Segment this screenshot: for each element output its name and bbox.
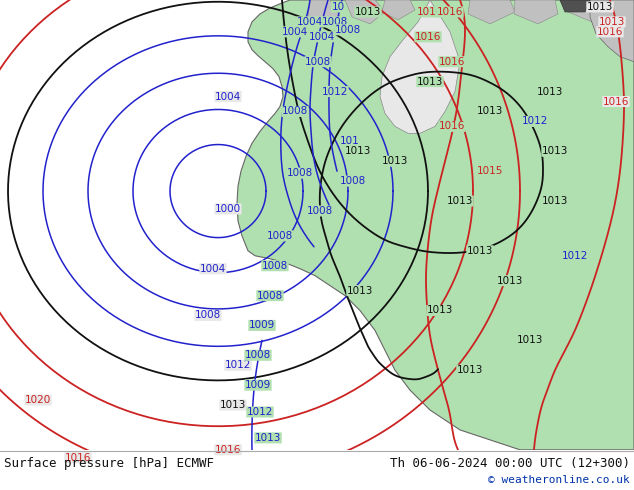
Text: 1020: 1020 [25, 395, 51, 405]
Text: Th 06-06-2024 00:00 UTC (12+300): Th 06-06-2024 00:00 UTC (12+300) [390, 457, 630, 470]
Text: 1013: 1013 [587, 2, 613, 12]
Text: 1013: 1013 [542, 196, 568, 206]
Text: 1008: 1008 [262, 261, 288, 270]
Text: 1013: 1013 [382, 156, 408, 166]
Text: 1008: 1008 [287, 168, 313, 178]
Text: 1013: 1013 [345, 147, 371, 156]
Text: 1013: 1013 [537, 87, 563, 97]
Polygon shape [514, 0, 558, 24]
Text: 1008: 1008 [257, 291, 283, 300]
Text: 1012: 1012 [247, 407, 273, 417]
Text: 1008: 1008 [340, 176, 366, 186]
Text: 1013: 1013 [457, 365, 483, 375]
Polygon shape [382, 0, 415, 20]
Text: 1016: 1016 [437, 7, 463, 17]
Text: 1004: 1004 [282, 27, 308, 37]
Text: 1008: 1008 [307, 206, 333, 216]
Polygon shape [568, 0, 614, 22]
Text: 1013: 1013 [447, 196, 473, 206]
Polygon shape [590, 0, 634, 62]
Text: 1012: 1012 [562, 251, 588, 261]
Text: 1012: 1012 [322, 87, 348, 97]
Text: 1004: 1004 [297, 17, 323, 27]
Polygon shape [237, 0, 634, 450]
Text: 1004: 1004 [200, 264, 226, 274]
Text: 1013: 1013 [497, 276, 523, 286]
Polygon shape [380, 0, 460, 133]
Text: 1016: 1016 [603, 97, 629, 106]
Text: 1013: 1013 [598, 17, 625, 27]
Text: 1013: 1013 [255, 433, 281, 443]
Text: 1016: 1016 [415, 32, 441, 42]
Text: 1004: 1004 [215, 92, 241, 101]
Text: 1008: 1008 [282, 106, 308, 117]
Text: 1016: 1016 [215, 445, 241, 455]
Text: 1013: 1013 [347, 286, 373, 295]
Text: 1009: 1009 [245, 380, 271, 390]
Text: 1016: 1016 [65, 453, 91, 463]
Text: 1016: 1016 [417, 7, 443, 17]
Polygon shape [468, 0, 515, 24]
Polygon shape [308, 0, 340, 27]
Text: 1016: 1016 [439, 57, 465, 67]
Text: 1013: 1013 [355, 7, 381, 17]
Text: © weatheronline.co.uk: © weatheronline.co.uk [488, 475, 630, 485]
Text: 1013: 1013 [220, 400, 246, 410]
Text: 1012: 1012 [225, 360, 251, 370]
Polygon shape [560, 0, 590, 12]
Text: Surface pressure [hPa] ECMWF: Surface pressure [hPa] ECMWF [4, 457, 214, 470]
Text: 1013: 1013 [467, 246, 493, 256]
Polygon shape [345, 0, 385, 24]
Text: 1008: 1008 [335, 25, 361, 35]
Text: 1015: 1015 [477, 166, 503, 176]
Text: 1000: 1000 [215, 204, 241, 214]
Text: 1009: 1009 [249, 320, 275, 330]
Text: 101: 101 [340, 136, 360, 147]
Text: 1013: 1013 [477, 106, 503, 117]
Text: 1016: 1016 [439, 122, 465, 131]
Text: 1012: 1012 [522, 117, 548, 126]
Text: 1008: 1008 [322, 17, 348, 27]
Text: 1008: 1008 [267, 231, 293, 241]
Text: 1016: 1016 [597, 27, 623, 37]
Text: 10: 10 [332, 2, 344, 12]
Text: 1013: 1013 [542, 147, 568, 156]
Text: 1004: 1004 [309, 32, 335, 42]
Text: 1008: 1008 [305, 57, 331, 67]
Text: 1013: 1013 [417, 76, 443, 87]
Text: 1013: 1013 [427, 305, 453, 316]
Text: 1008: 1008 [195, 311, 221, 320]
Text: 1013: 1013 [517, 335, 543, 345]
Text: 1008: 1008 [245, 350, 271, 360]
